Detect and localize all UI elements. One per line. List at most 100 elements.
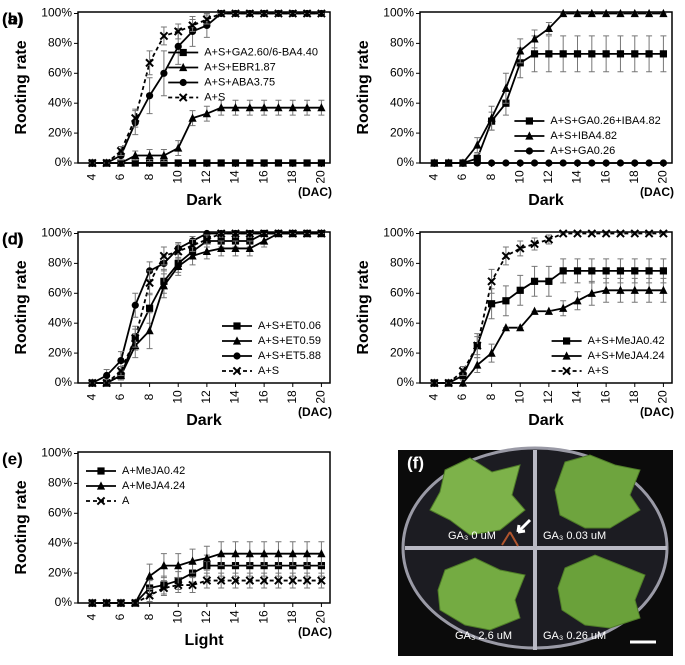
- y-tick-label: 20%: [48, 125, 72, 139]
- marker: [217, 243, 226, 253]
- marker: [159, 561, 169, 570]
- legend-marker: [96, 481, 106, 490]
- marker: [160, 69, 168, 77]
- marker: [88, 158, 97, 168]
- photo-label: GA₃ 0.03 uM: [543, 530, 606, 542]
- marker: [174, 261, 183, 270]
- legend-marker: [232, 366, 242, 376]
- marker: [473, 360, 482, 369]
- marker: [502, 159, 510, 167]
- legend-label: A+S: [204, 91, 225, 103]
- marker: [558, 229, 568, 238]
- legend-marker: [232, 336, 242, 345]
- y-tick-label: 60%: [48, 285, 72, 299]
- legend-marker: [179, 62, 188, 72]
- marker: [102, 598, 111, 608]
- marker: [631, 50, 639, 58]
- y-tick-label: 80%: [48, 36, 72, 50]
- marker: [573, 159, 582, 167]
- marker: [231, 243, 240, 253]
- marker: [245, 103, 254, 112]
- marker: [260, 103, 269, 112]
- marker: [274, 103, 283, 112]
- marker: [616, 50, 625, 58]
- x-axis-unit: (DAC): [640, 185, 674, 199]
- x-tick-label: 12: [199, 610, 213, 624]
- marker: [188, 580, 197, 590]
- x-axis-label: Dark: [186, 412, 222, 429]
- y-tick-label: 0%: [397, 375, 415, 389]
- marker: [501, 323, 511, 332]
- marker: [145, 150, 154, 160]
- marker: [645, 267, 653, 275]
- marker: [545, 50, 553, 58]
- marker: [188, 113, 197, 122]
- marker: [445, 159, 453, 167]
- y-tick-label: 40%: [48, 95, 72, 109]
- marker: [616, 229, 625, 238]
- marker: [487, 300, 496, 308]
- marker: [160, 159, 168, 167]
- marker: [473, 159, 481, 167]
- marker: [260, 549, 269, 558]
- marker: [544, 306, 553, 315]
- marker: [202, 553, 211, 562]
- leaf: [557, 554, 646, 629]
- marker: [659, 8, 668, 18]
- marker: [145, 159, 154, 167]
- y-tick-label: 60%: [390, 285, 414, 299]
- marker: [616, 159, 625, 167]
- marker: [588, 50, 596, 58]
- marker: [516, 159, 524, 167]
- y-axis-label: Rooting rate: [355, 40, 372, 134]
- x-tick-label: 16: [256, 390, 270, 404]
- x-tick-label: 6: [113, 613, 127, 620]
- marker: [559, 267, 567, 275]
- marker: [159, 583, 169, 593]
- legend: A+S+MeJA0.42 A+S+MeJA4.24 A+S: [551, 335, 665, 377]
- legend-marker: [563, 337, 571, 345]
- x-tick-label: 16: [598, 170, 612, 184]
- marker: [231, 159, 240, 167]
- marker: [588, 159, 596, 167]
- legend-label: A+S+GA0.26+IBA4.82: [550, 115, 660, 127]
- marker: [659, 50, 668, 58]
- marker: [602, 50, 610, 58]
- marker: [631, 159, 639, 167]
- marker: [130, 113, 140, 123]
- marker: [302, 103, 312, 112]
- photo-label: GA₃ 0.26 uM: [543, 630, 606, 642]
- panel-label: (c): [2, 229, 23, 248]
- marker: [274, 229, 283, 238]
- x-tick-label: 12: [541, 390, 555, 404]
- chart-panel: (d)Rooting rateDark(DAC)0%20%40%60%80%10…: [2, 226, 674, 430]
- chart-panel: (c) Rooting rate Dark (DAC) 0% 20% 40% 60% 80% 10…: [2, 226, 332, 430]
- marker: [559, 50, 567, 58]
- marker: [302, 9, 312, 18]
- marker: [174, 42, 182, 50]
- x-tick-label: 8: [484, 173, 498, 180]
- marker: [530, 306, 539, 315]
- marker: [587, 288, 596, 297]
- marker: [430, 159, 438, 167]
- marker: [202, 235, 212, 244]
- marker: [259, 9, 269, 18]
- marker: [231, 103, 240, 112]
- y-tick-label: 60%: [390, 65, 414, 79]
- marker: [145, 304, 154, 312]
- marker: [173, 580, 183, 590]
- marker: [559, 8, 568, 18]
- y-tick-label: 0%: [397, 155, 415, 169]
- legend: A+S+ET0.06 A+S+ET0.59 A+S+ET5.88 A+S: [222, 320, 321, 377]
- x-tick-label: 8: [142, 173, 156, 180]
- marker: [659, 285, 668, 294]
- x-tick-label: 14: [228, 610, 242, 624]
- x-tick-label: 8: [142, 613, 156, 620]
- marker: [473, 140, 482, 149]
- marker: [487, 277, 496, 286]
- leaf: [437, 557, 526, 631]
- legend-label: A+MeJA0.42: [122, 465, 185, 477]
- y-axis-label: Rooting rate: [13, 260, 30, 354]
- marker: [188, 556, 197, 565]
